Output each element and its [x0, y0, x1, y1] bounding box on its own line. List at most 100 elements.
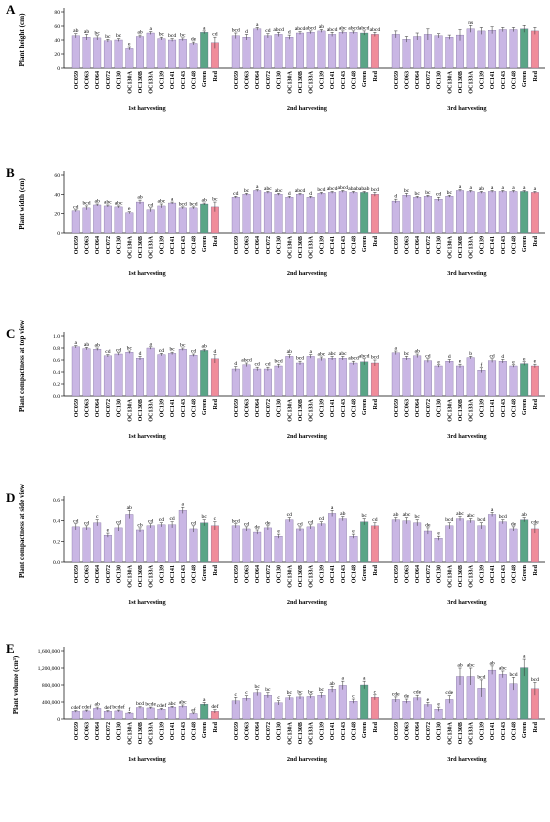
- x-tick-label-D-3-OC148: OC148: [512, 565, 518, 583]
- sig-letter-A-1-OC130B: ab: [137, 30, 142, 36]
- sig-letter-A-2-OC063: d: [245, 29, 248, 35]
- sig-letter-E-1-OC072: def: [104, 704, 111, 711]
- bar-D-2-OC130: [274, 536, 283, 563]
- x-tick-label-A-1-OC143: OC143: [181, 71, 187, 89]
- bar-A-2-OC141: [328, 34, 337, 69]
- y-tick-label-E-1: 400,000: [42, 700, 60, 706]
- sig-letter-D-2-Red: cd: [372, 517, 377, 523]
- sig-letter-D-2-OC059: bcd: [232, 518, 240, 524]
- x-tick-label-D-2-OC133A: OC133A: [309, 564, 315, 587]
- x-tick-label-B-3-OC130A: OC130A: [447, 235, 453, 258]
- x-tick-label-E-3-OC139: OC139: [479, 722, 485, 740]
- bar-A-2-Red: [370, 34, 379, 69]
- y-tick-label-E-0: 0: [57, 717, 60, 723]
- x-tick-label-E-2-Red: Red: [373, 721, 379, 732]
- panel-letter-A: A: [6, 2, 16, 17]
- bar-B-2-Green: [360, 192, 369, 234]
- sig-letter-B-3-OC063: bc: [404, 188, 410, 194]
- x-tick-label-B-3-OC064: OC064: [415, 236, 421, 254]
- x-tick-label-B-1-OC130: OC130: [117, 236, 123, 254]
- sig-letter-B-3-OC072: bc: [425, 190, 431, 196]
- bar-B-1-OC139: [157, 205, 166, 234]
- x-tick-label-B-2-OC064: OC064: [255, 236, 261, 254]
- bar-D-3-Red: [530, 528, 539, 563]
- x-tick-label-D-2-OC059: OC059: [234, 565, 240, 583]
- bar-C-2-OC143: [338, 358, 347, 397]
- y-tick-label-C-1: 0.2: [53, 382, 60, 388]
- sig-letter-D-3-Red: cde: [531, 519, 539, 525]
- sig-letter-C-2-OC143: abc: [339, 351, 347, 357]
- x-tick-label-C-2-OC143: OC143: [341, 399, 347, 417]
- sig-letter-E-2-OC130A: bc: [287, 690, 293, 696]
- bar-B-3-OC059: [391, 200, 400, 234]
- bar-A-2-OC148: [349, 32, 358, 69]
- bar-B-3-Red: [530, 192, 539, 234]
- x-tick-label-B-3-OC130: OC130: [437, 236, 443, 254]
- x-tick-label-E-1-OC130B: OC130B: [138, 722, 144, 744]
- sig-letter-E-2-OC133A: bc: [308, 689, 314, 695]
- bar-B-3-OC141: [488, 191, 497, 234]
- x-tick-label-B-1-OC059: OC059: [74, 236, 80, 254]
- x-tick-label-D-3-Green: Green: [522, 564, 528, 581]
- bar-A-3-OC143: [498, 29, 507, 69]
- sig-letter-B-2-OC064: a: [256, 184, 259, 190]
- bar-D-2-OC130B: [296, 528, 304, 563]
- x-tick-label-C-1-OC130A: OC130A: [127, 398, 133, 421]
- x-tick-label-C-2-OC130B: OC130B: [298, 399, 304, 421]
- bar-C-1-OC063: [82, 348, 91, 397]
- x-tick-label-D-3-OC130B: OC130B: [458, 565, 464, 587]
- x-tick-label-D-1-Red: Red: [213, 564, 219, 575]
- sig-letter-A-2-OC130: abcd: [273, 27, 284, 33]
- x-tick-label-B-1-OC064: OC064: [95, 236, 101, 254]
- x-tick-label-D-1-OC064: OC064: [95, 565, 101, 583]
- x-tick-label-D-2-OC130A: OC130A: [287, 564, 293, 587]
- sig-letter-C-1-Red: d: [214, 349, 217, 355]
- sig-letter-D-3-OC130B: abc: [456, 511, 464, 517]
- bar-E-1-OC059: [71, 711, 80, 720]
- x-tick-label-B-3-OC063: OC063: [405, 236, 411, 254]
- x-tick-label-A-2-Red: Red: [373, 70, 379, 81]
- x-tick-label-C-2-OC063: OC063: [245, 399, 251, 417]
- x-tick-label-C-2-Red: Red: [373, 398, 379, 409]
- sig-letter-D-3-OC130: e: [437, 531, 440, 537]
- sig-letter-D-3-OC059: ab: [393, 512, 398, 518]
- bar-C-3-OC141: [488, 360, 497, 397]
- x-tick-label-E-2-OC148: OC148: [352, 722, 358, 740]
- sig-letter-E-1-Red: def: [211, 703, 218, 710]
- x-tick-label-E-1-Green: Green: [202, 721, 208, 738]
- x-tick-label-C-1-OC072: OC072: [106, 399, 112, 417]
- sig-letter-D-2-OC130: e: [277, 529, 280, 535]
- bar-A-1-Green: [200, 32, 209, 69]
- y-tick-label-D-0: 0.0: [53, 560, 60, 566]
- bar-E-3-OC141: [488, 669, 497, 720]
- x-tick-label-E-3-OC063: OC063: [405, 722, 411, 740]
- x-tick-label-E-1-OC063: OC063: [85, 722, 91, 740]
- bar-C-3-OC130: [434, 365, 443, 397]
- sig-letter-D-1-OC139: cd: [159, 517, 164, 523]
- sig-letter-B-2-OC139: bcd: [317, 187, 325, 193]
- x-tick-label-C-2-OC059: OC059: [234, 399, 240, 417]
- sig-letter-E-1-OC130B: bcd: [136, 701, 144, 707]
- sig-letter-A-1-Green: a: [203, 25, 206, 31]
- sig-letter-E-3-OC130A: cde: [445, 690, 453, 696]
- bar-C-3-OC143: [498, 361, 507, 397]
- x-tick-label-C-3-OC130: OC130: [437, 399, 443, 417]
- bar-E-1-OC133A: [146, 707, 155, 720]
- bar-E-1-OC141: [168, 706, 177, 720]
- sig-letter-B-1-OC143: bcd: [179, 201, 187, 207]
- sig-letter-E-1-OC063: cdef: [82, 704, 92, 711]
- bar-C-1-OC133A: [146, 347, 155, 397]
- group-label-A-1: 1st harvesting: [128, 105, 166, 112]
- bar-C-2-OC139: [317, 358, 326, 397]
- panel-letter-D: D: [6, 490, 15, 505]
- group-label-A-3: 3rd harvesting: [447, 105, 487, 112]
- y-tick-label-A-1: 20: [54, 52, 60, 58]
- sig-letter-A-3-OC133A: ns: [468, 20, 473, 26]
- sig-letter-A-2-OC059: bcd: [232, 28, 240, 34]
- x-tick-label-E-3-OC059: OC059: [394, 722, 400, 740]
- sig-letter-D-3-OC133A: abc: [467, 513, 475, 519]
- bar-B-2-OC133A: [306, 197, 315, 234]
- sig-letter-C-2-OC139: abc: [318, 352, 326, 358]
- x-tick-label-C-2-OC130: OC130: [277, 399, 283, 417]
- y-axis-label-B: Plant width (cm): [18, 178, 26, 230]
